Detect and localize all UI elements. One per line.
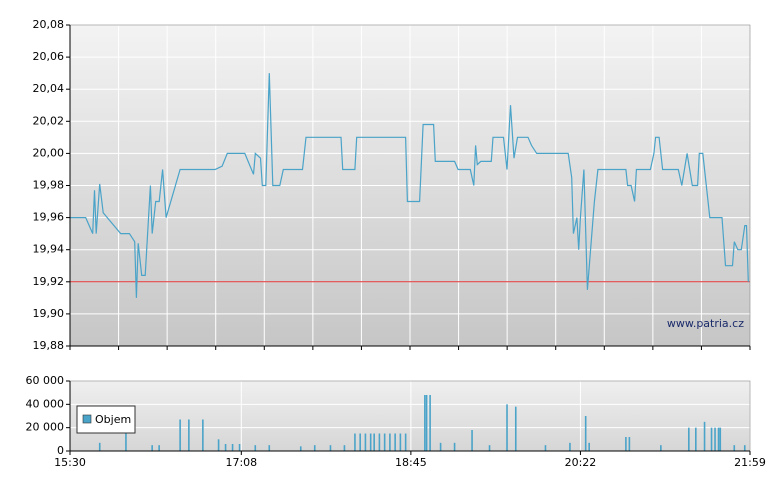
watermark: www.patria.cz	[667, 317, 744, 330]
volume-bar	[125, 433, 127, 451]
volume-bar	[506, 404, 508, 451]
volume-bar	[733, 445, 736, 451]
volume-bar	[151, 445, 153, 451]
volume-bar	[399, 433, 402, 451]
legend-label: Objem	[95, 413, 131, 426]
volume-bar	[743, 445, 746, 451]
volume-bar	[231, 444, 234, 451]
volume-bar	[354, 433, 356, 451]
y-tick-label: 40 000	[26, 397, 65, 410]
volume-bar	[569, 442, 571, 451]
volume-bar	[343, 445, 346, 451]
volume-bar	[471, 430, 473, 451]
y-tick-label: 20,04	[33, 82, 65, 95]
x-tick-label: 18:45	[395, 456, 427, 469]
volume-bar	[98, 442, 101, 451]
plot-background	[70, 381, 750, 451]
volume-bar	[158, 445, 160, 451]
volume-bar	[188, 419, 190, 451]
x-tick-label: 21:59	[734, 456, 766, 469]
y-tick-label: 19,96	[33, 211, 65, 224]
volume-bar	[710, 427, 713, 451]
volume-bar	[394, 433, 396, 451]
y-tick-label: 20,08	[33, 18, 65, 31]
y-tick-label: 60 000	[26, 374, 65, 387]
volume-bar	[584, 416, 587, 451]
volume-bar	[424, 395, 426, 451]
volume-bar	[695, 427, 697, 451]
volume-bar	[179, 419, 181, 451]
legend-swatch	[82, 414, 92, 424]
volume-bar	[238, 444, 241, 451]
price-line	[70, 73, 749, 298]
volume-bar	[359, 433, 361, 451]
y-tick-label: 19,92	[33, 275, 65, 288]
volume-bar	[404, 433, 407, 451]
volume-bar	[202, 419, 204, 451]
volume-bar	[254, 445, 257, 451]
volume-bar	[268, 445, 271, 451]
volume-bar	[429, 395, 431, 451]
y-tick-label: 20,06	[33, 50, 65, 63]
y-tick-label: 19,90	[33, 307, 65, 320]
volume-bar	[544, 445, 547, 451]
y-tick-label: 20,02	[33, 114, 65, 127]
volume-bar	[389, 433, 391, 451]
volume-bar	[719, 427, 722, 451]
volume-bar	[378, 433, 381, 451]
volume-bar	[660, 445, 662, 451]
x-tick-label: 20:22	[565, 456, 597, 469]
volume-bar	[453, 442, 456, 451]
volume-bar	[628, 437, 631, 451]
volume-bar	[688, 427, 690, 451]
volume-bar	[383, 433, 386, 451]
volume-bar	[488, 445, 491, 451]
volume-bar	[217, 439, 220, 451]
volume-bar	[329, 445, 332, 451]
y-tick-label: 19,98	[33, 179, 65, 192]
volume-bar	[714, 427, 716, 451]
volume-bar	[299, 446, 302, 451]
y-tick-label: 20,00	[33, 146, 65, 159]
volume-bar	[313, 445, 316, 451]
volume-bar	[369, 433, 372, 451]
volume-bar	[364, 433, 367, 451]
volume-bar	[625, 437, 627, 451]
x-tick-label: 15:30	[54, 456, 86, 469]
volume-bar	[588, 442, 590, 451]
volume-bar	[703, 421, 706, 451]
y-tick-label: 20 000	[26, 421, 65, 434]
volume-bar	[373, 433, 375, 451]
y-tick-label: 19,88	[33, 339, 65, 352]
volume-bar	[514, 406, 517, 451]
x-tick-label: 17:08	[225, 456, 257, 469]
volume-bar	[717, 427, 720, 451]
volume-bar	[224, 444, 227, 451]
volume-bar	[425, 395, 428, 451]
y-tick-label: 19,94	[33, 243, 65, 256]
volume-bar	[439, 442, 442, 451]
y-tick-label: 0	[57, 444, 64, 457]
